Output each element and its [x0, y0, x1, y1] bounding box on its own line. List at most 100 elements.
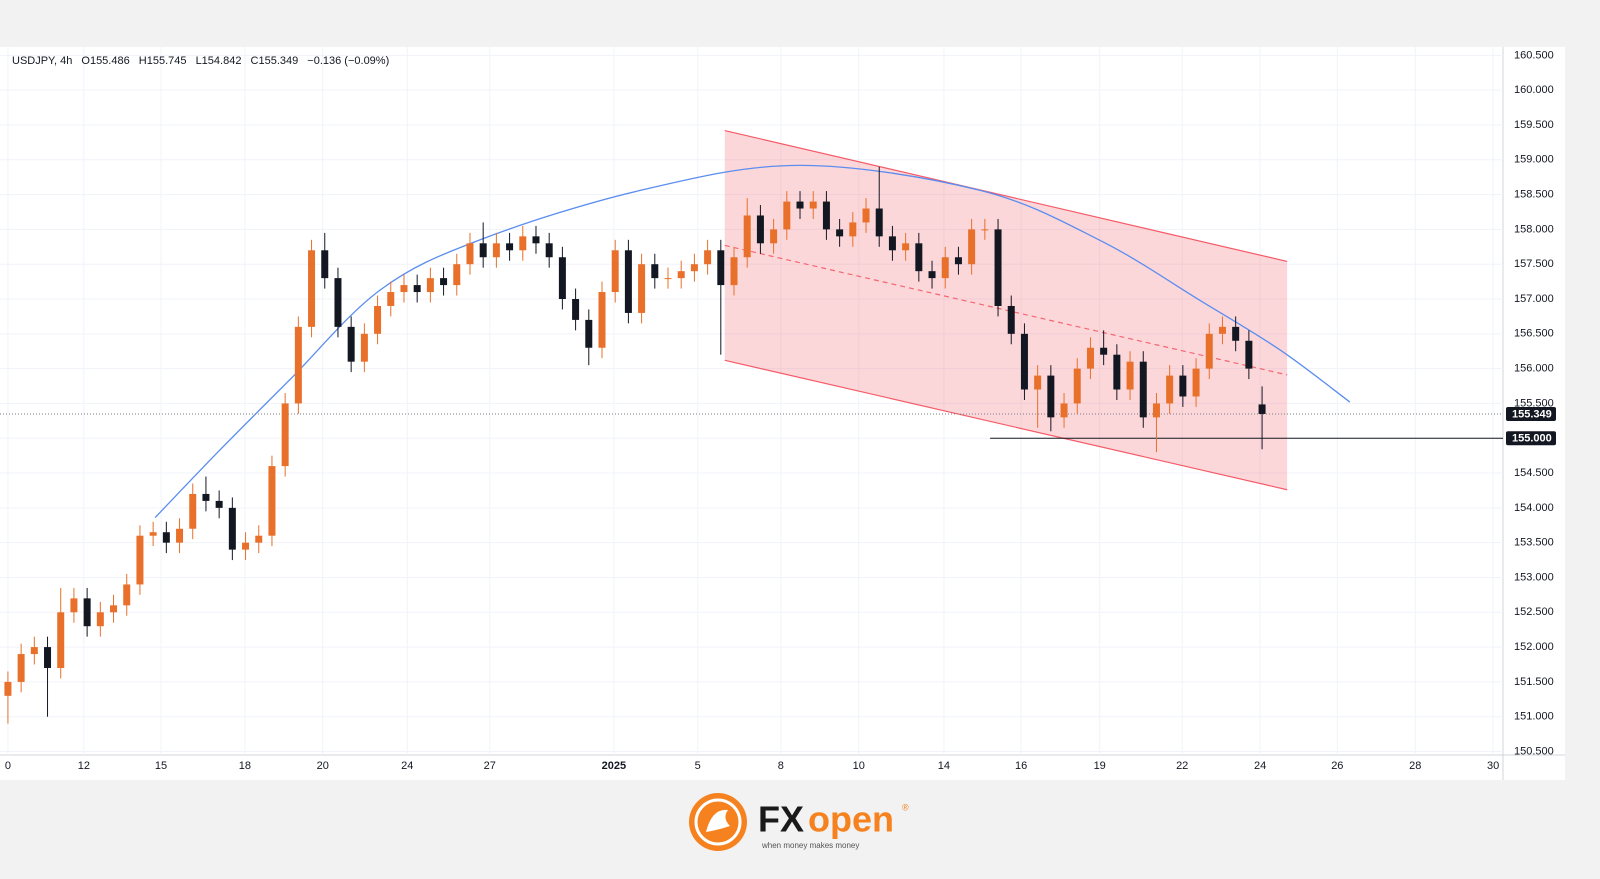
candle-body	[268, 466, 276, 536]
candle-body	[57, 612, 65, 668]
y-tick-label: 152.500	[1514, 606, 1554, 618]
candle-body	[440, 278, 448, 286]
level-badge	[1506, 431, 1556, 446]
candle-body	[1245, 340, 1253, 369]
candle-body	[70, 598, 78, 613]
y-tick-label: 158.000	[1514, 223, 1554, 235]
candle-body	[981, 229, 989, 231]
candle-body	[717, 250, 725, 286]
channel-upper	[724, 129, 1288, 263]
axes: 150.500 151.000 151.500 152.000 152.500 153.0…	[5, 49, 1556, 772]
candle-body	[928, 271, 936, 279]
x-tick-label: 19	[1094, 760, 1106, 772]
header-high: H155.745	[139, 55, 187, 67]
x-tick-label: 22	[1176, 760, 1188, 772]
y-tick-label: 159.000	[1514, 154, 1554, 166]
y-tick-label: 151.500	[1514, 676, 1554, 688]
candle-body	[1086, 347, 1094, 369]
x-tick-label: 30	[1487, 760, 1499, 772]
candle-body	[1258, 404, 1266, 414]
candle-body	[360, 333, 368, 362]
header-change: −0.136 (−0.09%)	[307, 55, 389, 67]
header-low: L154.842	[196, 55, 242, 67]
candle-body	[479, 243, 487, 258]
candle-body	[1179, 375, 1187, 397]
candle-body	[809, 201, 817, 209]
candle-body	[228, 507, 236, 550]
x-tick-label: 16	[1015, 760, 1027, 772]
y-tick-label: 154.000	[1514, 502, 1554, 514]
y-tick-label: 156.000	[1514, 363, 1554, 375]
candle-body	[30, 647, 38, 655]
candle-body	[426, 278, 434, 293]
y-tick-label: 153.000	[1514, 571, 1554, 583]
candle-body	[1205, 333, 1213, 369]
symbol: USDJPY, 4h	[12, 55, 72, 67]
y-tick-label: 154.500	[1514, 467, 1554, 479]
candle-body	[532, 236, 540, 244]
candle-body	[347, 326, 355, 362]
candle-body	[1020, 333, 1028, 390]
x-tick-label: 18	[239, 760, 251, 772]
candles	[4, 166, 1266, 724]
arc-line	[154, 164, 1351, 519]
candle-body	[770, 229, 778, 244]
candle-body	[242, 542, 250, 550]
logo-icon-bull	[706, 809, 730, 832]
header-text: USDJPY, 4h O155.486 H155.745 L154.842 C1…	[12, 55, 389, 67]
x-tick-label: 14	[938, 760, 950, 772]
candle-body	[96, 612, 104, 627]
x-tick-label: 12	[78, 760, 90, 772]
candle-body	[176, 528, 184, 543]
candle-body	[756, 215, 764, 244]
candle-body	[1166, 375, 1174, 404]
candle-body	[1113, 354, 1121, 390]
x-tick-label: 8	[778, 760, 784, 772]
candle-body	[730, 257, 738, 286]
candle-body	[294, 326, 302, 404]
candle-body	[1232, 326, 1240, 341]
x-tick-label: 24	[401, 760, 413, 772]
candle-body	[215, 500, 223, 508]
last_price-badge	[1506, 406, 1556, 421]
header-close: C155.349	[251, 55, 299, 67]
candle-body	[743, 215, 751, 258]
candle-body	[1139, 361, 1147, 418]
candle-body	[941, 257, 949, 279]
candle-body	[611, 250, 619, 293]
y-tick-label: 156.500	[1514, 328, 1554, 340]
x-tick-label: 24	[1254, 760, 1266, 772]
header: USDJPY, 4h O155.486 H155.745 L154.842 C1…	[12, 55, 389, 67]
logo-open: open	[808, 799, 894, 840]
candle-body	[413, 285, 421, 293]
candle-body	[783, 201, 791, 230]
candle-body	[1073, 368, 1081, 404]
candle-body	[651, 264, 659, 279]
candle-body	[136, 535, 144, 585]
y-tick-label: 150.500	[1514, 745, 1554, 757]
candle-body	[387, 292, 395, 306]
candle-body	[255, 535, 263, 543]
x-tick-label: 27	[484, 760, 496, 772]
candle-body	[849, 222, 857, 237]
candle-body	[704, 250, 712, 265]
candle-body	[1047, 375, 1055, 418]
y-tick-label: 157.000	[1514, 293, 1554, 305]
logo-mark: ®	[902, 802, 909, 812]
y-tick-label: 158.500	[1514, 188, 1554, 200]
logo-tagline: when money makes money	[761, 841, 859, 850]
candle-body	[400, 285, 408, 293]
logo-icon-ring	[694, 798, 742, 846]
logo-fx: FX	[758, 799, 804, 840]
candle-body	[4, 681, 12, 696]
channel-middle	[724, 244, 1288, 376]
x-tick-label: 0	[5, 760, 11, 772]
x-tick-label: 20	[317, 760, 329, 772]
candle-body	[321, 250, 329, 279]
candle-body	[506, 243, 514, 251]
candle-body	[1007, 305, 1015, 334]
candle-body	[664, 278, 672, 280]
candle-body	[1192, 368, 1200, 397]
